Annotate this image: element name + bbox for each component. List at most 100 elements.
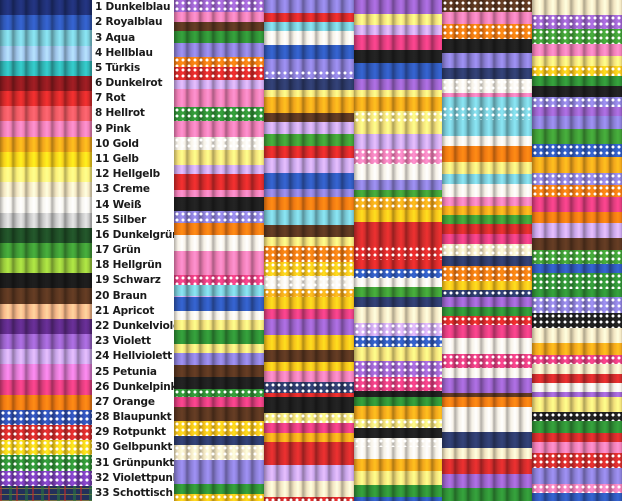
ribbon-stripe [264, 210, 354, 225]
ribbon-stripe [264, 113, 354, 122]
ribbon-stripe [442, 393, 532, 397]
ribbon-stripe [264, 276, 354, 289]
ribbon-stripe [532, 144, 622, 157]
ribbon-stripe [442, 184, 532, 197]
color-swatch [0, 137, 92, 152]
ribbon-stack [264, 197, 354, 297]
ribbon-stripe [264, 497, 354, 501]
ribbon-stripe [264, 225, 354, 237]
color-swatch [0, 258, 92, 273]
ribbon-stack [442, 397, 532, 501]
ribbon-stripe [264, 453, 354, 465]
ribbon-stripe [442, 206, 532, 215]
ribbon-stripe [532, 493, 622, 501]
color-label: 15 Silber [95, 214, 147, 226]
ribbon-stripe [532, 29, 622, 44]
ribbon-stripe [442, 39, 532, 53]
ribbon-stripe [264, 371, 354, 382]
ribbon-stripe [532, 453, 622, 468]
color-swatch [0, 0, 92, 15]
color-label: 17 Grün [95, 244, 141, 256]
ribbon-stack [532, 397, 622, 501]
ribbon-stripe [442, 354, 532, 368]
ribbon-stripe [174, 31, 264, 43]
color-swatch [0, 395, 92, 410]
color-swatch [0, 288, 92, 304]
color-label: 4 Hellblau [95, 47, 153, 59]
ribbon-stripe [174, 445, 264, 460]
ribbon-stripe [442, 97, 532, 106]
color-label: 10 Gold [95, 138, 139, 150]
ribbon-stripe [442, 24, 532, 39]
ribbon-stripe [264, 122, 354, 134]
color-label: 31 Grünpunkt [95, 456, 175, 469]
ribbon-stripe [442, 338, 532, 354]
ribbon-stack [532, 0, 622, 97]
ribbon-stripe [174, 211, 264, 223]
ribbon-stripe [532, 129, 622, 144]
color-swatch [0, 182, 92, 197]
ribbon-stripe [354, 180, 442, 190]
ribbon-stripe [354, 246, 442, 260]
ribbon-stripe [354, 164, 442, 180]
ribbon-stripe [442, 432, 532, 448]
ribbon-stripe [174, 107, 264, 121]
color-label: 33 Schottisch [95, 487, 173, 499]
ribbon-stripe [354, 419, 442, 428]
ribbon-stripe [264, 442, 354, 453]
ribbon-stripe [174, 121, 264, 137]
ribbon-stripe [354, 459, 442, 471]
ribbon-stripe [442, 120, 532, 136]
ribbon-stripe [532, 383, 622, 392]
color-swatch [0, 273, 92, 288]
ribbon-stripe [442, 448, 532, 459]
color-swatch [0, 91, 92, 106]
ribbon-stripe [354, 210, 442, 222]
ribbon-stripe [442, 316, 532, 325]
ribbon-stack [442, 197, 532, 297]
color-swatch [0, 380, 92, 395]
ribbon-stripe [264, 237, 354, 246]
ribbon-stripe [354, 35, 442, 50]
ribbon-stripe [532, 97, 622, 107]
ribbon-stripe [174, 275, 264, 285]
ribbon-stripe [532, 297, 622, 313]
ribbon-stripe [354, 397, 442, 406]
color-swatch [0, 106, 92, 121]
ribbon-stripe [354, 233, 442, 246]
ribbon-stack [174, 397, 264, 501]
color-swatch-column [0, 0, 92, 501]
ribbon-stripe [442, 93, 532, 97]
ribbon-stripe [174, 12, 264, 22]
ribbon-stripe [264, 189, 354, 197]
ribbon-stripe [354, 190, 442, 197]
color-label: 19 Schwarz [95, 274, 161, 286]
ribbon-stripe [174, 97, 264, 107]
ribbon-stripe [174, 57, 264, 67]
ribbon-stripe [354, 497, 442, 501]
color-swatch [0, 440, 92, 455]
ribbon-stripe [532, 468, 622, 484]
ribbon-stripe [532, 212, 622, 223]
ribbon-stripe [264, 197, 354, 210]
ribbon-stack [174, 297, 264, 397]
ribbon-stack [264, 97, 354, 197]
color-swatch [0, 334, 92, 349]
ribbon-stripe [174, 223, 264, 235]
color-label: 24 Hellviolett [95, 350, 172, 362]
ribbon-stripe [354, 222, 442, 233]
ribbon-stripe [174, 421, 264, 436]
ribbon-stripe [442, 53, 532, 68]
ribbon-stripe [442, 368, 532, 378]
ribbon-stack [264, 297, 354, 397]
ribbon-stripe [264, 158, 354, 173]
ribbon-stripe [442, 325, 532, 338]
ribbon-stripe [174, 353, 264, 365]
ribbon-stripe [354, 336, 442, 347]
ribbon-stripe [174, 137, 264, 150]
ribbon-stripe [532, 44, 622, 56]
color-swatch [0, 213, 92, 228]
ribbon-stripe [442, 488, 532, 501]
color-swatch [0, 410, 92, 425]
ribbon-stripe [532, 421, 622, 433]
